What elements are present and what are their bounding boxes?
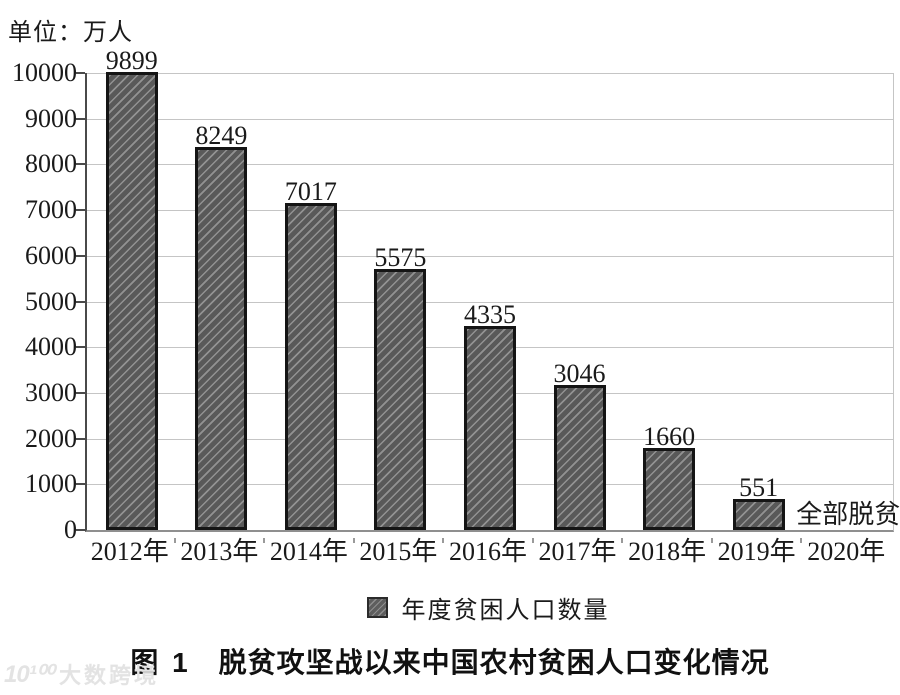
chart-legend: 年度贫困人口数量: [85, 590, 891, 625]
bar: [105, 71, 158, 530]
gridline: [87, 210, 893, 212]
y-axis-tick: [76, 163, 85, 166]
y-axis-tick-label: 4000: [25, 332, 77, 362]
y-axis-tick-label: 5000: [25, 286, 77, 316]
bar-value-label: 7017: [284, 177, 337, 207]
x-axis-tick-label: 2015年: [359, 537, 438, 566]
bar: [195, 147, 248, 530]
figure-caption: 图 1 脱贫攻坚战以来中国农村贫困人口变化情况: [0, 641, 900, 681]
y-axis-tick: [76, 209, 85, 212]
bar-value-label: 9899: [105, 45, 158, 75]
bar: [463, 325, 516, 530]
legend-label: 年度贫困人口数量: [401, 598, 610, 624]
bar-cell: 全部脱贫: [796, 73, 900, 530]
figure-title: 脱贫攻坚战以来中国农村贫困人口变化情况: [218, 647, 770, 678]
y-axis-tick: [76, 483, 85, 486]
y-axis-tick-label: 8000: [25, 149, 77, 179]
y-axis-tick: [76, 117, 85, 120]
x-axis-tick-label: 2017年: [538, 537, 617, 566]
y-axis-tick: [76, 529, 85, 531]
x-axis-tick-label: 2013年: [180, 537, 259, 566]
y-axis-tick: [76, 300, 85, 303]
bar-cell: 5575: [356, 73, 446, 530]
unit-label: 单位：万人: [8, 20, 133, 46]
bar: [284, 203, 337, 530]
y-axis-tick-label: 6000: [25, 240, 77, 270]
gridline: [87, 118, 893, 120]
x-axis-tick: [263, 538, 266, 543]
bar: [553, 384, 606, 530]
y-axis-labels: 0 1000 2000 3000 4000 5000 6000 7000 8000 9000 100…: [0, 60, 77, 543]
x-axis-tick-label: 2014年: [269, 537, 348, 566]
bar-cell: 9899: [87, 47, 177, 530]
bar-value-label: 1660: [643, 422, 696, 452]
bar-value-label: 4335: [463, 299, 516, 329]
watermark-logo-icon: 10¹⁰⁰: [4, 660, 54, 688]
bar-value-label: 8249: [195, 121, 248, 151]
zero-annotation: 全部脱贫: [796, 500, 900, 529]
x-axis-tick: [621, 538, 624, 543]
bar-cell: 4335: [445, 73, 535, 530]
y-axis-tick: [76, 437, 85, 440]
y-axis-tick: [76, 72, 85, 74]
x-axis-tick-label: 2016年: [448, 537, 527, 566]
watermark: 10¹⁰⁰ 大数跨境: [4, 658, 159, 690]
bar-chart-plot-area: 9899 8249 7017 5575 4335 3046 1660 551 全部脱贫: [76, 47, 900, 532]
bar-cell: 551: [714, 73, 804, 530]
y-axis-tick-label: 7000: [25, 195, 77, 225]
bar-cell: 8249: [177, 73, 267, 530]
x-axis-tick-label: 2019年: [717, 537, 796, 566]
bar: [374, 269, 427, 530]
bar-value-label: 551: [739, 472, 779, 502]
x-axis-tick: [173, 538, 176, 543]
bar-cell: 1660: [624, 73, 714, 530]
gridline: [87, 301, 893, 303]
bar-value-label: 5575: [374, 243, 427, 273]
x-axis-tick: [531, 538, 534, 543]
y-axis-tick-label: 3000: [25, 377, 77, 407]
y-axis-tick-label: 0: [64, 515, 77, 544]
bar-value-label: 3046: [553, 358, 606, 388]
y-axis-tick-label: 10000: [12, 58, 77, 87]
y-axis-tick-label: 2000: [25, 423, 77, 453]
y-axis-tick: [76, 254, 85, 257]
x-axis-tick: [800, 538, 803, 543]
bar: [732, 498, 785, 530]
bar-cell: 7017: [266, 73, 356, 530]
x-axis-tick: [352, 538, 355, 543]
figure-number: 图 1: [130, 647, 191, 678]
x-axis-tick-label: 2012年: [90, 537, 169, 566]
x-axis-tick-label: 2020年: [807, 537, 886, 566]
y-axis-tick-label: 1000: [25, 469, 77, 499]
bar-cell: 3046: [535, 73, 625, 530]
gridline: [87, 73, 893, 74]
legend-swatch-icon: [366, 597, 388, 618]
gridline: [87, 164, 893, 166]
x-axis-tick-label: 2018年: [628, 537, 707, 566]
y-axis-tick-label: 9000: [25, 103, 77, 133]
watermark-name: 大数跨境: [58, 663, 159, 688]
x-axis-tick: [710, 538, 713, 543]
x-axis-labels: 2012年 2013年 2014年 2015年 2016年 2017年 2018年 2019年…: [85, 538, 891, 570]
x-axis-tick: [442, 538, 445, 543]
bar: [643, 448, 696, 530]
y-axis-tick: [76, 346, 85, 349]
gridline: [87, 255, 893, 257]
y-axis-tick: [76, 391, 85, 394]
